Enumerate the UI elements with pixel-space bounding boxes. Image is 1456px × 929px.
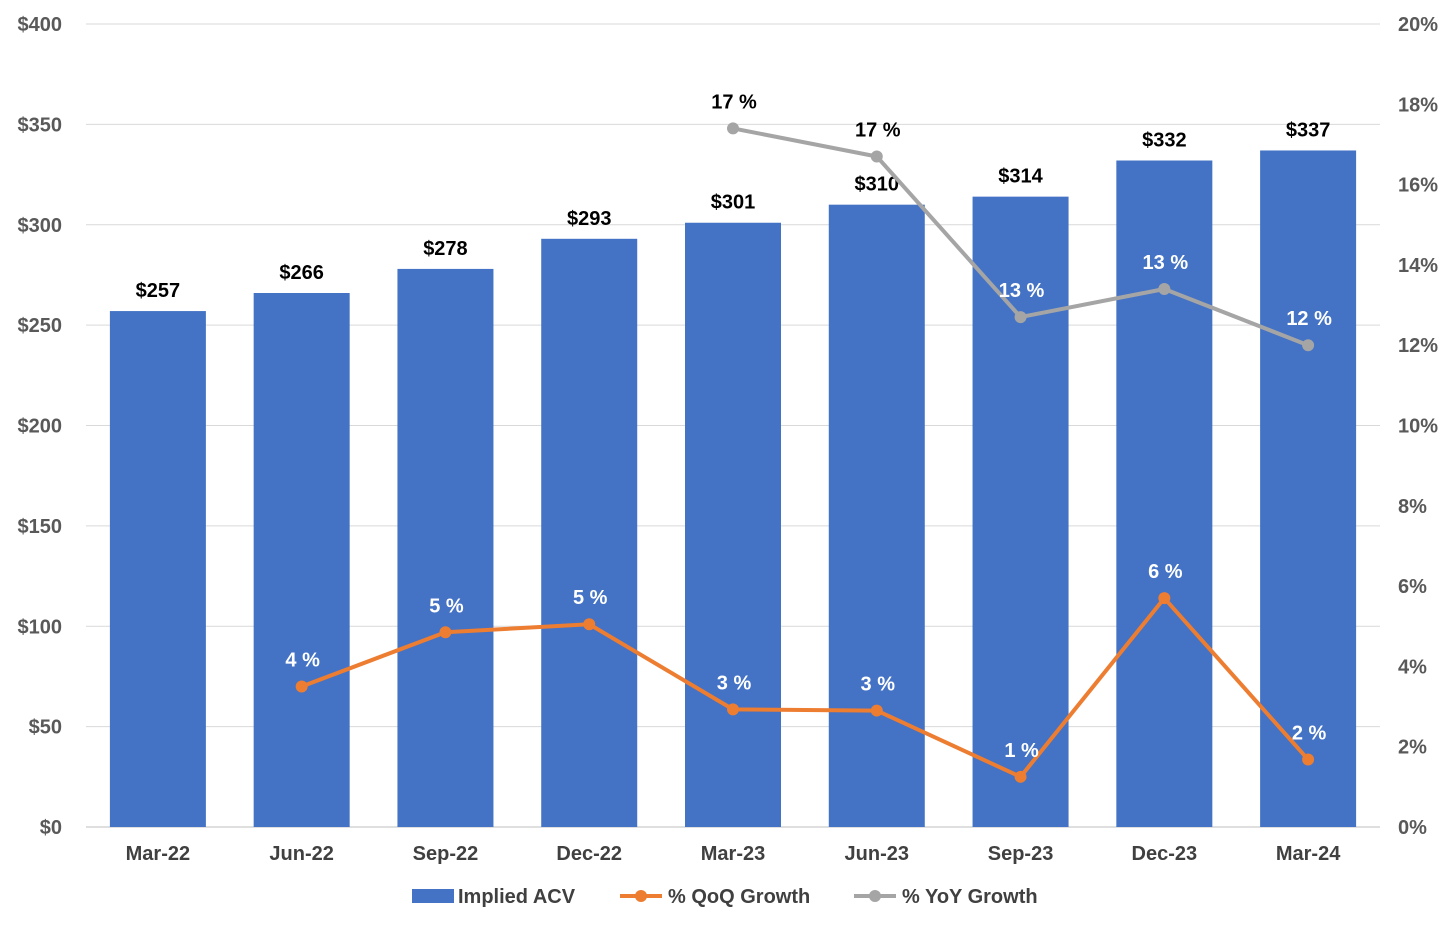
point-data-label: 3 % [861, 674, 896, 696]
point-data-label: 1 % [1004, 740, 1039, 762]
bar-data-label: $332 [1142, 130, 1187, 152]
series-point [1158, 592, 1171, 605]
point-data-label: 12 % [1286, 308, 1332, 330]
right-tick-label: 12% [1398, 335, 1438, 357]
legend-label: % YoY Growth [902, 886, 1038, 908]
left-tick-label: $300 [18, 215, 63, 237]
bar [828, 204, 925, 828]
series-point [295, 680, 308, 693]
series-point [583, 618, 596, 631]
bar [972, 196, 1069, 827]
legend-label: Implied ACV [458, 886, 576, 908]
right-tick-label: 4% [1398, 656, 1427, 678]
series-line [300, 596, 1310, 779]
point-data-label: 5 % [573, 587, 608, 609]
point-data-label: 5 % [429, 595, 464, 617]
left-tick-label: $100 [18, 616, 63, 638]
x-tick-label: Jun-23 [845, 843, 909, 865]
series-point [439, 626, 452, 639]
bar-data-label: $293 [567, 208, 612, 230]
left-tick-label: $200 [18, 416, 63, 438]
left-tick-label: $250 [18, 315, 63, 337]
bar [685, 222, 781, 827]
line-series: 4 % 5 % 5 % 3 % 3 % 1 % 6 % 2 % 17 % 17 % 13 % 13 %… [285, 91, 1332, 783]
point-data-label: 17 % [711, 91, 757, 113]
right-axis-ticks: 0% 2% 4% 6% 8% 10% 12% 14% 16% 18% 20% [1398, 14, 1438, 839]
bar-data-label: $278 [423, 238, 468, 260]
right-tick-label: 14% [1398, 255, 1438, 277]
point-data-label: 13 % [1143, 252, 1189, 274]
bar [1260, 150, 1357, 827]
x-axis: Mar-22 Jun-22 Sep-22 Dec-22 Mar-23 Jun-23 Sep-… [126, 843, 1342, 865]
point-data-label: 17 % [855, 119, 901, 141]
legend-item: Implied ACV [412, 886, 576, 908]
series-point [1014, 311, 1027, 324]
x-tick-label: Dec-22 [556, 843, 622, 865]
bar-data-label: $337 [1286, 119, 1331, 141]
right-tick-label: 10% [1398, 416, 1438, 438]
left-tick-label: $0 [40, 817, 62, 839]
right-tick-label: 18% [1398, 94, 1438, 116]
point-data-label: 13 % [999, 280, 1045, 302]
x-tick-label: Jun-22 [269, 843, 333, 865]
x-tick-label: Mar-23 [701, 843, 765, 865]
series-point [1302, 339, 1315, 352]
bar [109, 311, 206, 827]
line-series-yoy-growth: 17 % 17 % 13 % 13 % 12 % [711, 91, 1332, 352]
x-tick-label: Mar-24 [1276, 843, 1341, 865]
legend-swatch [412, 889, 454, 903]
legend-item: % YoY Growth [854, 886, 1038, 908]
x-tick-label: Sep-23 [988, 843, 1054, 865]
legend-label: % QoQ Growth [668, 886, 810, 908]
point-data-label: 3 % [717, 672, 752, 694]
legend-item: % QoQ Growth [620, 886, 810, 908]
bar-data-label: $314 [998, 166, 1043, 188]
left-tick-label: $50 [29, 717, 62, 739]
series-point [1158, 282, 1171, 295]
legend-marker [869, 890, 881, 902]
x-tick-label: Sep-22 [413, 843, 479, 865]
bar-series-implied-acv [109, 150, 1357, 828]
bar-data-label: $257 [136, 280, 181, 302]
legend: Implied ACV % QoQ Growth % YoY Growth [412, 886, 1038, 908]
bar-data-label: $301 [711, 192, 756, 214]
right-tick-label: 16% [1398, 175, 1438, 197]
left-tick-label: $350 [18, 114, 63, 136]
right-tick-label: 2% [1398, 737, 1427, 759]
bar [397, 268, 494, 827]
left-tick-label: $400 [18, 14, 63, 36]
series-point [727, 122, 739, 135]
bar-data-label: $310 [855, 174, 900, 196]
left-axis-ticks: $0 $50 $100 $150 $200 $250 $300 $350 $400 [18, 14, 63, 839]
point-data-label: 2 % [1292, 723, 1327, 745]
legend-marker [635, 890, 647, 902]
right-tick-label: 8% [1398, 496, 1427, 518]
bar [541, 238, 638, 828]
series-point [870, 704, 883, 717]
bar-data-labels: $257 $266 $278 $293 $301 $310 $314 $332 $337 [136, 119, 1331, 302]
series-point [1302, 753, 1315, 766]
bar [1116, 160, 1213, 827]
point-data-label: 6 % [1148, 561, 1183, 583]
point-data-label: 4 % [285, 649, 320, 671]
line-series-qoq-growth: 4 % 5 % 5 % 3 % 3 % 1 % 6 % 2 % [285, 561, 1327, 783]
bar [253, 293, 350, 827]
bar-data-label: $266 [279, 262, 324, 284]
right-tick-label: 6% [1398, 576, 1427, 598]
x-tick-label: Dec-23 [1132, 843, 1198, 865]
right-tick-label: 20% [1398, 14, 1438, 36]
x-tick-label: Mar-22 [126, 843, 190, 865]
right-tick-label: 0% [1398, 817, 1427, 839]
series-point [1014, 770, 1027, 783]
left-tick-label: $150 [18, 516, 63, 538]
series-point [870, 150, 883, 163]
series-point [727, 703, 739, 716]
